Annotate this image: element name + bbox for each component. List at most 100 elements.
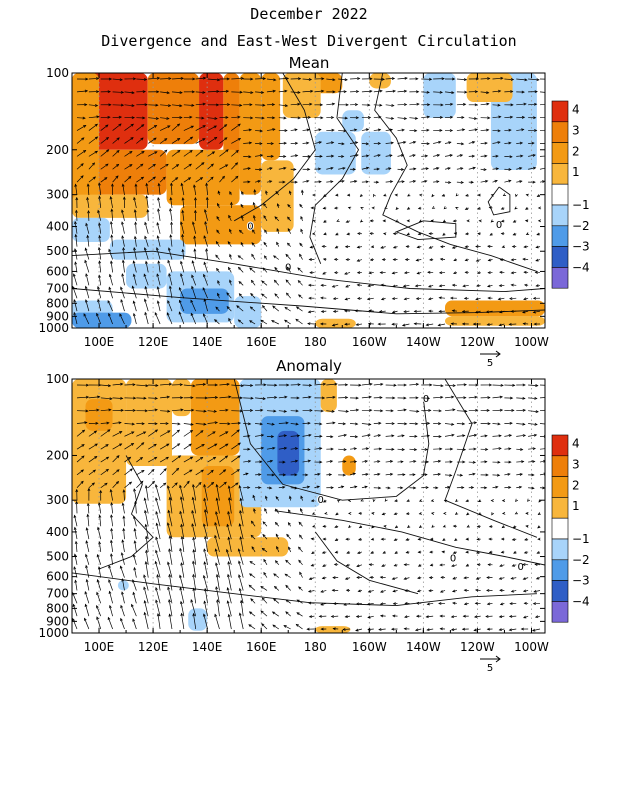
wind-vector-head	[534, 129, 538, 132]
wind-vector-head	[380, 382, 384, 386]
wind-vector	[143, 274, 149, 286]
wind-vector-head	[87, 487, 91, 491]
wind-vector-head	[156, 300, 160, 304]
wind-vector	[180, 261, 185, 273]
wind-vector-head	[377, 460, 381, 464]
wind-vector-head	[129, 150, 133, 154]
wind-vector-head	[127, 456, 132, 460]
wind-vector	[98, 247, 102, 260]
wind-vector-head	[400, 460, 404, 464]
wind-vector	[250, 598, 256, 604]
wind-vector	[144, 222, 149, 234]
wind-vector-head	[500, 537, 505, 541]
wind-vector-head	[441, 193, 445, 197]
wind-vector	[155, 511, 161, 527]
wind-vector-head	[412, 180, 417, 183]
wind-vector-head	[366, 602, 371, 606]
wind-vector	[216, 216, 220, 222]
wind-vector	[226, 292, 232, 299]
wind-vector	[290, 460, 298, 463]
wind-vector	[302, 103, 312, 106]
wind-vector-head	[378, 421, 382, 425]
wind-vector-head	[144, 485, 148, 489]
wind-vector-head	[507, 472, 511, 476]
wind-vector-head	[203, 548, 207, 552]
wind-vector-head	[332, 395, 336, 399]
wind-vector	[338, 180, 345, 183]
wind-vector	[320, 590, 327, 593]
wind-vector-head	[97, 395, 101, 399]
wind-vector-head	[283, 166, 287, 170]
wind-vector	[433, 396, 443, 399]
wind-vector	[456, 78, 467, 81]
wind-vector	[439, 297, 446, 299]
wind-vector	[511, 577, 517, 580]
wind-vector	[243, 460, 251, 463]
wind-vector-head	[461, 422, 466, 426]
wind-vector-head	[366, 297, 371, 301]
wind-vector-head	[276, 203, 280, 207]
wind-vector-head	[250, 279, 254, 284]
wind-vector	[160, 410, 170, 412]
wind-vector	[433, 181, 439, 183]
wind-vector-head	[295, 409, 299, 413]
wind-vector-head	[319, 103, 324, 107]
wind-vector	[87, 514, 90, 527]
wind-vector-head	[250, 116, 254, 120]
colorbar-swatch	[551, 538, 569, 561]
wind-vector-head	[495, 485, 499, 489]
wind-vector-head	[344, 297, 348, 301]
wind-vector-head	[229, 279, 232, 283]
wind-vector	[100, 444, 109, 450]
wind-vector	[110, 489, 113, 501]
wind-vector-head	[535, 384, 539, 387]
shade-region	[147, 73, 200, 145]
wind-vector	[134, 236, 137, 247]
wind-vector-head	[143, 396, 147, 400]
wind-vector-head	[496, 473, 501, 477]
wind-vector	[120, 565, 125, 578]
wind-vector	[167, 260, 173, 273]
wind-vector-head	[262, 397, 266, 401]
wind-vector-head	[116, 149, 120, 154]
wind-vector-head	[180, 523, 184, 528]
wind-vector	[108, 565, 113, 578]
wind-vector	[124, 423, 135, 425]
wind-vector-head	[369, 89, 373, 93]
wind-vector	[444, 423, 454, 425]
wind-vector-head	[415, 77, 419, 81]
wind-vector-head	[285, 253, 289, 257]
wind-vector-head	[215, 497, 219, 501]
wind-vector	[250, 293, 256, 299]
wind-vector-head	[115, 175, 119, 179]
wind-vector-head	[365, 447, 370, 451]
wind-vector-head	[330, 116, 335, 119]
colorbar-label: −3	[572, 240, 590, 254]
wind-vector-head	[225, 164, 229, 168]
wind-vector	[302, 142, 309, 144]
wind-vector	[456, 103, 466, 106]
wind-vector-head	[404, 589, 408, 593]
wind-vector-head	[225, 89, 230, 93]
wind-vector-head	[274, 383, 278, 387]
wind-vector-head	[128, 481, 133, 485]
wind-vector	[255, 409, 263, 412]
wind-vector-head	[401, 128, 405, 132]
wind-vector-head	[472, 472, 476, 476]
wind-vector	[504, 142, 511, 144]
wind-vector-head	[237, 421, 242, 425]
wind-vector	[136, 384, 148, 387]
wind-vector-head	[318, 141, 323, 144]
colorbar-label: −4	[572, 594, 590, 608]
wind-vector-head	[296, 599, 300, 603]
colorbar-label: 4	[572, 437, 580, 451]
wind-vector-head	[501, 525, 505, 529]
wind-vector-head	[401, 180, 405, 184]
wind-vector	[492, 447, 502, 450]
wind-vector-head	[487, 116, 491, 120]
wind-vector-head	[443, 499, 448, 503]
wind-vector-head	[108, 103, 112, 107]
wind-vector-head	[286, 242, 291, 246]
wind-vector-head	[212, 431, 216, 435]
wind-vector	[475, 589, 481, 591]
